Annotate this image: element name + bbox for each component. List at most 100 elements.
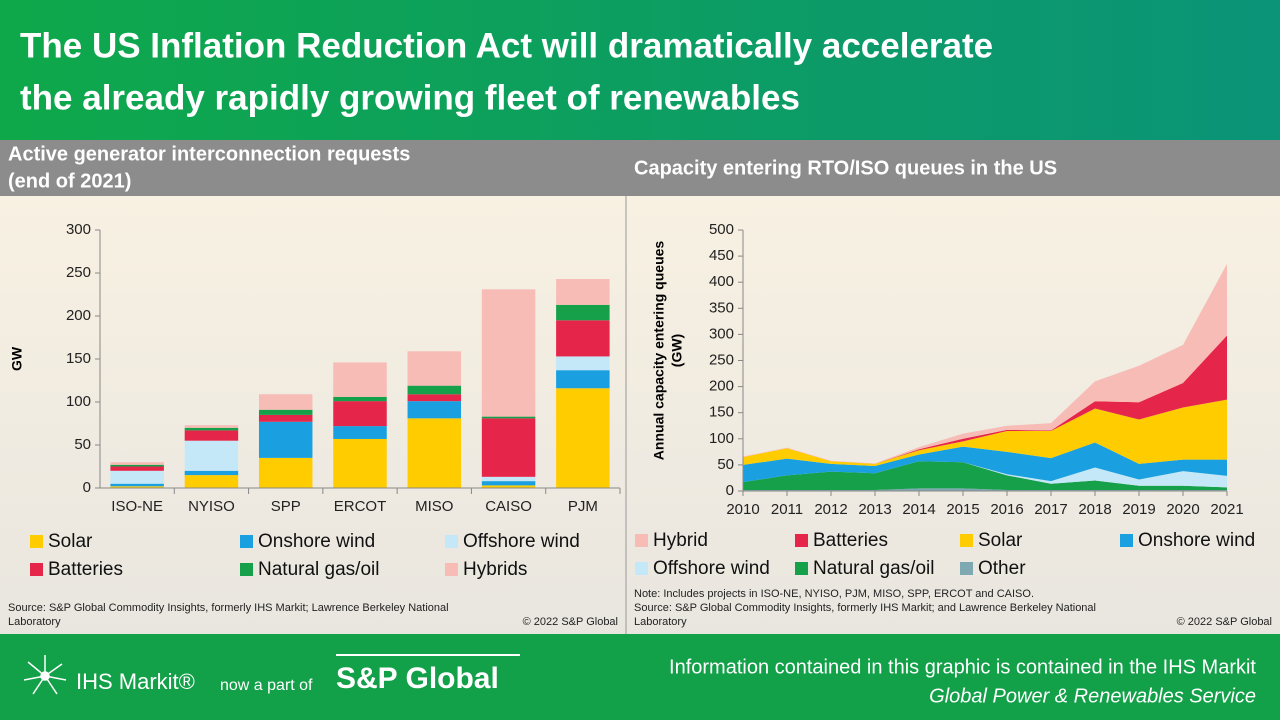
chart-title: Capacity entering RTO/ISO queues in the … xyxy=(634,157,1057,179)
legend-swatch xyxy=(445,535,458,548)
bar-segment xyxy=(110,470,164,484)
x-tick-label: ERCOT xyxy=(334,498,387,515)
bar-segment xyxy=(184,470,239,476)
bar-segment xyxy=(333,362,387,397)
bar-segment xyxy=(481,289,536,417)
bar-segment xyxy=(407,351,462,386)
x-tick-label: 2010 xyxy=(726,501,759,518)
bar-segment xyxy=(258,394,313,410)
bar-segment xyxy=(333,426,387,439)
x-tick-label: 2021 xyxy=(1210,501,1243,518)
x-tick-label: 2013 xyxy=(858,501,891,518)
bar-segment xyxy=(110,462,164,465)
legend-label: Other xyxy=(978,558,1026,579)
y-tick-label: 300 xyxy=(709,325,734,342)
legend-swatch xyxy=(960,534,973,547)
bar-segment xyxy=(481,416,536,419)
legend-swatch xyxy=(635,562,648,575)
logo-mark xyxy=(23,655,67,695)
legend-swatch xyxy=(1120,534,1133,547)
bar-segment xyxy=(556,388,610,488)
y-tick-label: 100 xyxy=(66,393,91,410)
y-tick-label: 400 xyxy=(709,273,734,290)
bar-segment xyxy=(258,457,313,488)
y-tick-label: 0 xyxy=(83,479,91,496)
y-tick-label: 450 xyxy=(709,247,734,264)
y-tick-label: 250 xyxy=(66,264,91,281)
header-band xyxy=(0,0,1280,140)
y-tick-label: 300 xyxy=(66,221,91,238)
y-axis-label: (GW) xyxy=(669,334,685,367)
y-tick-label: 500 xyxy=(709,221,734,238)
x-tick-label: 2019 xyxy=(1122,501,1155,518)
legend-label: Onshore wind xyxy=(258,531,375,552)
legend-swatch xyxy=(445,563,458,576)
x-tick-label: NYISO xyxy=(188,498,235,515)
legend-label: Hybrid xyxy=(653,530,708,551)
bar-segment xyxy=(184,440,239,471)
bar-segment xyxy=(110,483,164,487)
x-tick-label: 2012 xyxy=(814,501,847,518)
legend-swatch xyxy=(960,562,973,575)
x-tick-label: 2014 xyxy=(902,501,935,518)
x-tick-label: 2020 xyxy=(1166,501,1199,518)
bar-segment xyxy=(333,438,387,488)
y-tick-label: 250 xyxy=(709,351,734,368)
title-line: the already rapidly growing fleet of ren… xyxy=(20,78,800,117)
source-note: Note: Includes projects in ISO-NE, NYISO… xyxy=(634,588,1034,600)
bar-segment xyxy=(481,481,536,486)
legend-label: Batteries xyxy=(813,530,888,551)
legend-label: Offshore wind xyxy=(463,531,580,552)
bar-segment xyxy=(556,279,610,305)
legend-label: Hybrids xyxy=(463,559,527,580)
area xyxy=(743,442,1227,483)
chart-title: (end of 2021) xyxy=(8,170,131,192)
legend-swatch xyxy=(795,562,808,575)
x-tick-label: SPP xyxy=(271,498,301,515)
bar-segment xyxy=(481,476,536,482)
legend-label: Onshore wind xyxy=(1138,530,1255,551)
chart-title: Active generator interconnection request… xyxy=(8,143,410,165)
legend-label: Solar xyxy=(48,531,93,552)
legend-swatch xyxy=(30,535,43,548)
bar-segment xyxy=(258,409,313,415)
bar-segment xyxy=(184,430,239,441)
y-tick-label: 200 xyxy=(66,307,91,324)
bar-segment xyxy=(481,485,536,488)
y-tick-label: 150 xyxy=(66,350,91,367)
area xyxy=(743,461,1227,488)
bar-segment xyxy=(481,418,536,477)
area xyxy=(743,488,1227,491)
legend-label: Solar xyxy=(978,530,1023,551)
bar-segment xyxy=(258,421,313,458)
y-axis-label: GW xyxy=(9,346,25,371)
source-note: Laboratory xyxy=(8,616,61,628)
copyright: © 2022 S&P Global xyxy=(1177,616,1272,628)
x-tick-label: CAISO xyxy=(485,498,532,515)
bar-segment xyxy=(184,427,239,431)
x-tick-label: MISO xyxy=(415,498,453,515)
area xyxy=(743,461,1227,490)
x-tick-label: 2018 xyxy=(1078,501,1111,518)
legend-swatch xyxy=(240,563,253,576)
y-axis-label: Annual capacity entering queues xyxy=(651,241,667,461)
y-tick-label: 150 xyxy=(709,404,734,421)
y-tick-label: 50 xyxy=(717,456,734,473)
y-tick-label: 0 xyxy=(726,482,734,499)
brand: S&P Global xyxy=(336,662,499,695)
source-note: Source: S&P Global Commodity Insights, f… xyxy=(634,602,1096,614)
source-note: Source: S&P Global Commodity Insights, f… xyxy=(8,602,449,614)
legend-swatch xyxy=(635,534,648,547)
bar-segment xyxy=(407,385,462,395)
bar-segment xyxy=(407,394,462,402)
x-tick-label: 2015 xyxy=(946,501,979,518)
bar-segment xyxy=(556,304,610,321)
bar-segment xyxy=(110,464,164,467)
legend-label: Natural gas/oil xyxy=(258,559,379,580)
legend-label: Batteries xyxy=(48,559,123,580)
footer-band xyxy=(0,634,1280,720)
y-tick-label: 50 xyxy=(74,436,91,453)
legend-swatch xyxy=(795,534,808,547)
